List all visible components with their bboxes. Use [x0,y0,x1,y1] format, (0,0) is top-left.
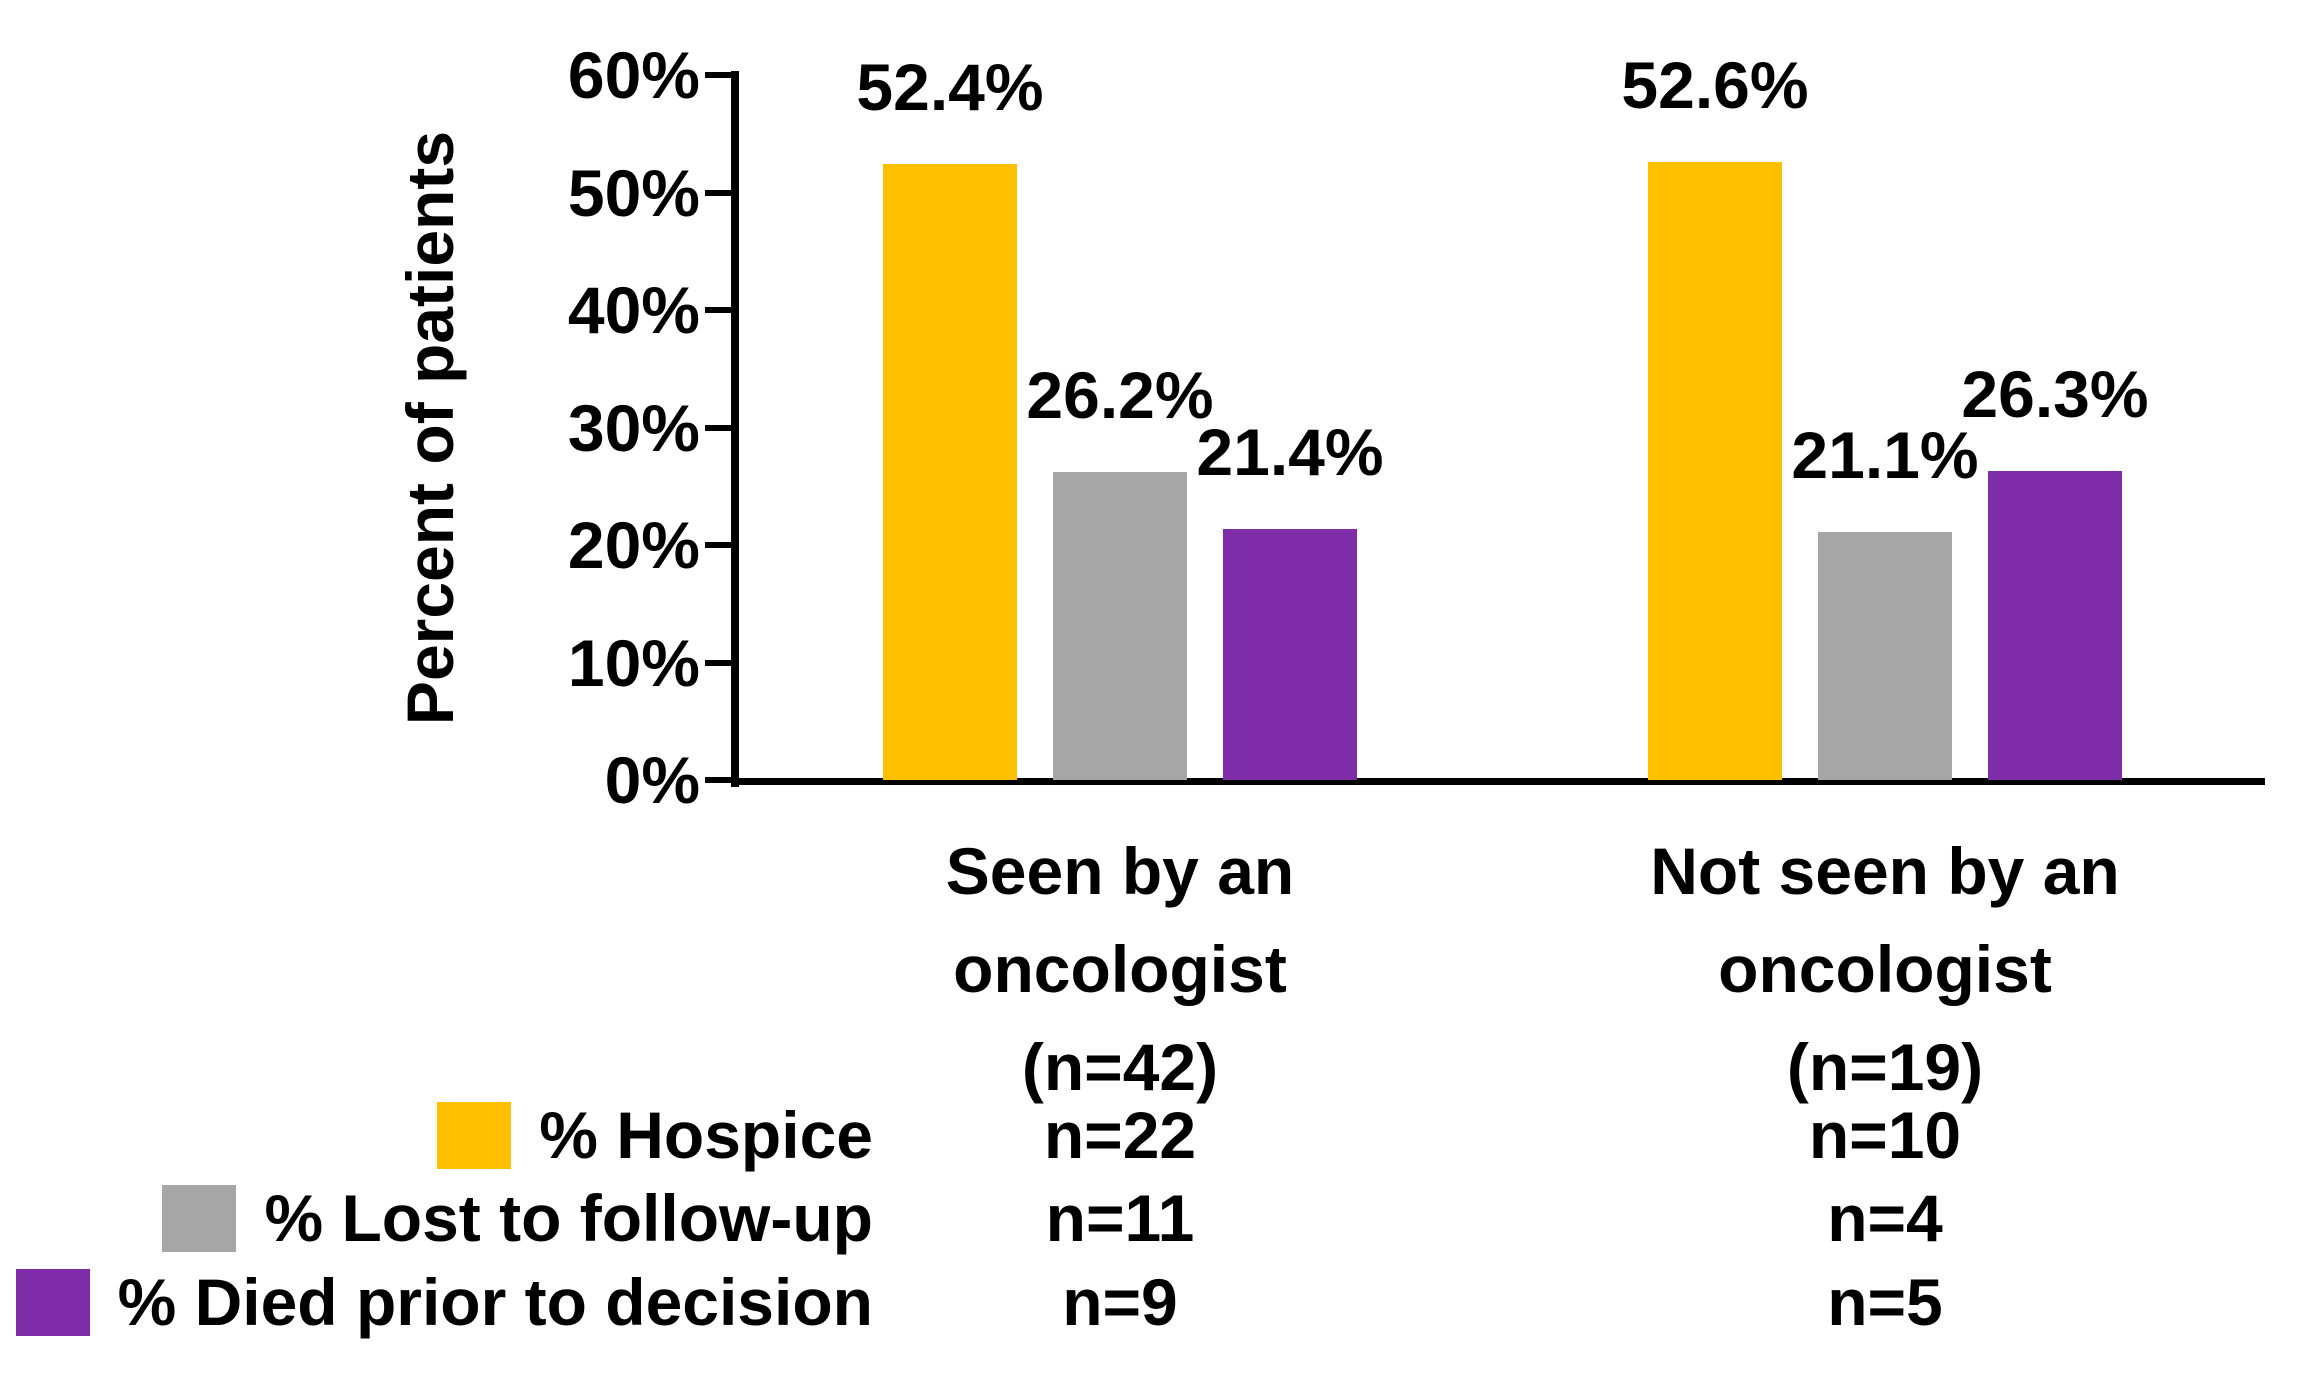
bar-seen-lost-to-follow-up [1053,472,1187,780]
value-label-not-seen-hospice: 52.6% [1621,47,1809,122]
count-seen-hospice: n=22 [1043,1098,1197,1172]
y-tick-mark-20 [705,542,731,548]
legend-swatch-lost-to-follow-up [162,1184,237,1252]
bar-seen-hospice [883,164,1017,780]
value-label-seen-hospice: 52.4% [856,50,1044,125]
count-seen-lost-to-follow-up: n=11 [1045,1181,1195,1255]
bar-not-seen-hospice [1648,161,1782,780]
category-label-line: (n=42) [1021,1030,1219,1104]
count-not-seen-hospice: n=10 [1808,1098,1962,1172]
x-axis-line [731,778,2265,785]
count-not-seen-died-prior-to-decision: n=5 [1827,1265,1943,1339]
category-label-line: (n=19) [1786,1030,1984,1104]
legend-swatch-died-prior-to-decision [15,1268,90,1336]
bar-seen-died-prior-to-decision [1223,528,1357,780]
y-tick-label-10: 10% [567,625,700,700]
value-label-seen-lost-to-follow-up: 26.2% [1026,358,1214,433]
y-tick-mark-10 [705,659,731,666]
y-tick-label-40: 40% [567,273,700,347]
y-tick-label-20: 20% [567,508,700,582]
legend-item-lost-to-follow-up: % Lost to follow-up [0,1178,873,1258]
legend-item-hospice: % Hospice [0,1095,873,1175]
bar-not-seen-died-prior-to-decision [1988,470,2122,780]
category-label-seen: Seen by an oncologist (n=42) [770,822,1470,1116]
y-tick-label-0: 0% [604,743,700,817]
category-label-not-seen: Not seen by an oncologist (n=19) [1535,822,2235,1116]
value-label-seen-died-prior-to-decision: 21.4% [1196,414,1384,489]
legend-label-died-prior-to-decision: % Died prior to decision [117,1265,873,1339]
value-label-not-seen-lost-to-follow-up: 21.1% [1791,418,1979,493]
y-tick-mark-50 [705,189,731,196]
y-tick-mark-40 [705,307,731,313]
legend-label-hospice: % Hospice [539,1098,873,1172]
legend-swatch-hospice [437,1101,512,1169]
y-tick-label-50: 50% [567,155,700,230]
y-tick-label-30: 30% [567,390,700,465]
category-label-line: Seen by an [945,834,1295,908]
y-tick-mark-30 [705,424,731,431]
y-tick-mark-0 [705,777,731,783]
count-not-seen-lost-to-follow-up: n=4 [1827,1181,1943,1255]
y-tick-mark-60 [705,72,731,78]
category-label-line: Not seen by an [1650,834,2120,908]
category-label-line: oncologist [1718,932,2052,1006]
count-seen-died-prior-to-decision: n=9 [1062,1265,1178,1339]
y-tick-label-60: 60% [567,38,700,112]
y-axis-line [731,71,739,787]
bar-not-seen-lost-to-follow-up [1818,532,1952,780]
legend-item-died-prior-to-decision: % Died prior to decision [0,1262,873,1342]
legend-label-lost-to-follow-up: % Lost to follow-up [264,1181,873,1255]
value-label-not-seen-died-prior-to-decision: 26.3% [1961,356,2149,431]
category-label-line: oncologist [953,932,1287,1006]
